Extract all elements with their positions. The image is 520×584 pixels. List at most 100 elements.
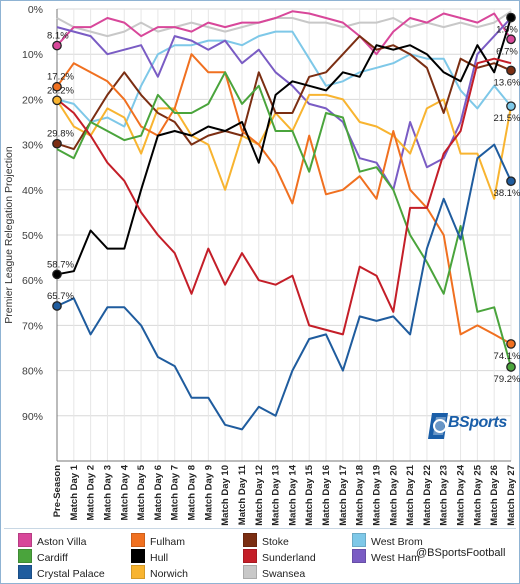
series-line-norwich	[56, 93, 512, 200]
legend-item-norwich: Norwich	[131, 565, 188, 581]
legend-item-cardiff: Cardiff	[18, 549, 68, 565]
x-tick-label: Match Day 6	[153, 465, 164, 520]
y-tick-label: 50%	[22, 230, 43, 242]
series-line-crystal-palace	[56, 143, 512, 431]
y-tick-label: 30%	[22, 140, 43, 152]
end-label-west-brom: 21.5%	[494, 113, 520, 124]
series-line-hull	[56, 17, 512, 276]
end-marker-west-brom	[506, 101, 516, 112]
start-label-fulham: 17.2%	[47, 72, 74, 83]
y-tick-label: 80%	[22, 366, 43, 378]
series-line-sunderland	[56, 57, 512, 336]
x-tick-label: Match Day 24	[456, 464, 467, 525]
legend-swatch-cardiff	[18, 549, 32, 563]
x-tick-label: Match Day 14	[287, 464, 298, 525]
end-marker-crystal-palace	[506, 176, 516, 187]
chart-legend: Aston Villa Fulham Stoke West Brom Cardiff Hu…	[4, 528, 516, 582]
legend-swatch-norwich	[131, 565, 145, 579]
x-tick-label: Match Day 4	[119, 464, 130, 520]
series-line-swansea	[56, 10, 512, 38]
x-tick-label: Match Day 10	[220, 465, 231, 526]
legend-label-stoke: Stoke	[262, 536, 289, 548]
legend-swatch-hull	[131, 549, 145, 563]
y-tick-label: 0%	[28, 4, 43, 16]
legend-swatch-fulham	[131, 533, 145, 547]
x-tick-label: Match Day 12	[254, 465, 265, 526]
legend-label-norwich: Norwich	[150, 568, 188, 580]
y-tick-label: 40%	[22, 185, 43, 197]
end-marker-aston-villa	[506, 34, 516, 45]
x-tick-label: Match Day 19	[371, 465, 382, 526]
start-label-hull: 58.7%	[47, 259, 74, 270]
x-tick-label: Match Day 7	[170, 465, 181, 520]
y-tick-label: 90%	[22, 411, 43, 423]
legend-item-west-brom: West Brom	[352, 533, 423, 549]
end-label-stoke: 13.6%	[494, 77, 520, 88]
legend-label-aston-villa: Aston Villa	[37, 536, 87, 548]
start-label-aston-villa: 8.1%	[47, 31, 69, 42]
legend-swatch-aston-villa	[18, 533, 32, 547]
y-tick-label: 60%	[22, 275, 43, 287]
x-tick-label: Match Day 15	[304, 464, 315, 525]
end-marker-cardiff	[506, 362, 516, 372]
x-tick-label: Match Day 17	[338, 465, 349, 526]
bsports-logo-mark	[428, 413, 448, 439]
start-marker-stoke	[52, 138, 62, 149]
legend-label-sunderland: Sunderland	[262, 552, 316, 564]
legend-swatch-west-brom	[352, 533, 366, 547]
legend-swatch-sunderland	[243, 549, 257, 563]
x-tick-label: Match Day 23	[439, 465, 450, 526]
x-tick-label: Match Day 20	[388, 465, 399, 526]
series-line-west-brom	[56, 30, 512, 128]
x-tick-label: Match Day 27	[506, 465, 517, 526]
start-label-crystal-palace: 65.7%	[47, 291, 74, 302]
legend-label-west-ham: West Ham	[371, 552, 420, 564]
series-line-west-ham	[56, 17, 512, 191]
start-label-norwich: 20.2%	[47, 85, 74, 96]
legend-item-hull: Hull	[131, 549, 168, 565]
y-tick-label: 70%	[22, 320, 43, 332]
x-tick-label: Match Day 22	[422, 465, 433, 526]
y-axis-title: Premier League Relegation Projection	[3, 146, 15, 324]
legend-item-stoke: Stoke	[243, 533, 289, 549]
legend-item-fulham: Fulham	[131, 533, 185, 549]
start-marker-fulham	[52, 81, 62, 92]
series-line-aston-villa	[56, 10, 512, 56]
legend-label-cardiff: Cardiff	[37, 552, 68, 564]
x-tick-label: Match Day 21	[405, 464, 416, 525]
legend-swatch-west-ham	[352, 549, 366, 563]
x-tick-label: Match Day 9	[203, 465, 214, 520]
social-handle[interactable]: @BSportsFootball	[416, 547, 506, 559]
x-tick-label: Match Day 16	[321, 465, 332, 526]
x-tick-label: Match Day 3	[102, 465, 113, 520]
end-label-hull: 1.9%	[496, 25, 518, 36]
legend-label-crystal-palace: Crystal Palace	[37, 568, 105, 580]
x-tick-label: Match Day 26	[489, 465, 500, 526]
end-marker-hull	[506, 12, 516, 23]
y-tick-label: 10%	[22, 49, 43, 61]
legend-label-fulham: Fulham	[150, 536, 186, 548]
legend-label-hull: Hull	[150, 552, 169, 564]
legend-swatch-crystal-palace	[18, 565, 32, 579]
legend-swatch-swansea	[243, 565, 257, 579]
legend-item-west-ham: West Ham	[352, 549, 420, 565]
series-line-stoke	[56, 35, 512, 151]
x-tick-label: Match Day 2	[86, 465, 97, 520]
y-tick-label: 20%	[22, 94, 43, 106]
x-tick-label: Pre-Season	[52, 465, 63, 517]
legend-label-swansea: Swansea	[262, 568, 306, 580]
legend-item-crystal-palace: Crystal Palace	[18, 565, 105, 581]
start-marker-crystal-palace	[52, 301, 62, 311]
legend-swatch-stoke	[243, 533, 257, 547]
start-label-stoke: 29.8%	[47, 129, 74, 140]
end-label-aston-villa: 6.7%	[496, 46, 518, 57]
x-tick-label: Match Day 25	[472, 464, 483, 525]
x-tick-label: Match Day 11	[237, 464, 248, 525]
end-label-cardiff: 79.2%	[494, 374, 520, 385]
end-label-fulham: 74.1%	[494, 351, 520, 362]
legend-item-aston-villa: Aston Villa	[18, 533, 86, 549]
x-tick-label: Match Day 13	[271, 465, 282, 526]
legend-item-swansea: Swansea	[243, 565, 305, 581]
x-tick-label: Match Day 5	[136, 464, 147, 520]
